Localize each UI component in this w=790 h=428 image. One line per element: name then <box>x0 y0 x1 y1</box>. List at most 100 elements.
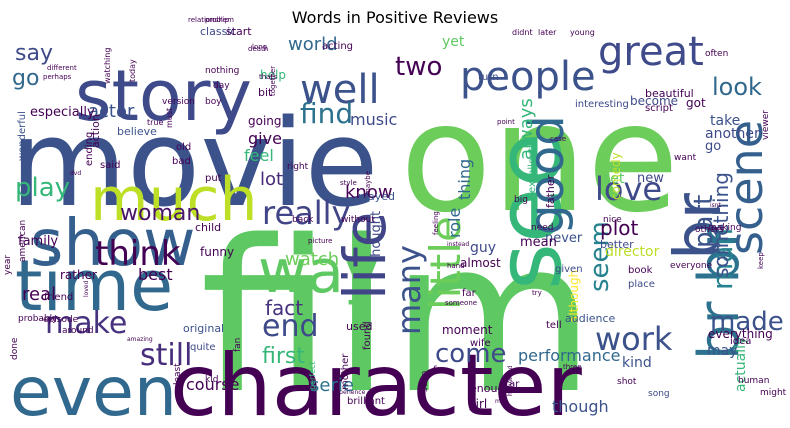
word-often: often <box>705 49 728 59</box>
word-true: true <box>147 118 163 127</box>
word-thought: thought <box>369 211 384 262</box>
word-never: never <box>545 231 583 246</box>
word-really: really <box>262 194 350 232</box>
word-young: young <box>570 28 595 37</box>
word-bit: bit <box>258 86 273 99</box>
word-going: going <box>248 114 282 128</box>
word-seem: seem <box>585 221 615 292</box>
word-others: others <box>695 225 724 235</box>
word-played: played <box>358 190 395 203</box>
word-watch: watch <box>285 249 339 270</box>
word-take: take <box>710 113 740 129</box>
word-song: song <box>648 389 670 399</box>
word-nice: nice <box>603 215 622 225</box>
word-picture: picture <box>308 237 332 245</box>
word-need: need <box>531 223 554 233</box>
word-relationship: relationship <box>188 16 230 24</box>
word-something: something <box>709 172 733 278</box>
word-enough: enough <box>470 382 511 395</box>
word-death: death <box>248 45 268 53</box>
word-point: point <box>497 118 515 126</box>
word-go: go <box>705 139 721 154</box>
word-hand: hand <box>447 262 465 270</box>
word-least: least <box>173 363 183 385</box>
word-always: always <box>516 98 537 160</box>
word-star: star <box>500 379 520 390</box>
word-plot: plot <box>600 216 638 240</box>
word-moment: moment <box>442 323 493 337</box>
word-wonderful: wonderful <box>17 111 28 161</box>
word-later: later <box>538 28 557 37</box>
word-fun: fun <box>433 365 449 376</box>
word-nothing: nothing <box>205 66 239 76</box>
word-man: man <box>706 228 739 290</box>
word-try: try <box>532 289 542 297</box>
word-three: three <box>563 363 582 371</box>
word-around: around <box>62 326 94 336</box>
word-child: child <box>195 221 221 234</box>
word-long: long <box>252 43 267 51</box>
word-role: role <box>445 208 464 238</box>
word-time: time <box>15 245 173 327</box>
word-thing: thing <box>455 159 474 200</box>
word-know: know <box>345 182 393 203</box>
word-feel: feel <box>244 146 274 165</box>
word-come: come <box>435 339 507 369</box>
word-family: family <box>18 234 58 249</box>
word-style: style <box>340 179 357 187</box>
word-thats: thats <box>259 73 277 81</box>
word-help: help <box>260 68 286 82</box>
word-said: said <box>100 160 120 171</box>
word-even: even <box>10 353 177 428</box>
word-believe: believe <box>117 125 157 138</box>
word-done: done <box>10 337 20 360</box>
word-although: although <box>567 270 581 323</box>
word-experience: experience <box>332 389 366 396</box>
word-might: might <box>760 388 787 398</box>
word-boy: boy <box>205 97 222 107</box>
word-better: better <box>600 238 634 251</box>
word-found: found <box>362 321 373 350</box>
word-say: say <box>15 41 53 66</box>
word-watching: watching <box>103 48 112 84</box>
word-american: american <box>18 220 28 262</box>
word-together: together <box>269 66 277 96</box>
word-turn: turn <box>478 72 499 83</box>
word-love: love <box>595 170 662 208</box>
word-set: set <box>603 171 625 187</box>
word-rather: rather <box>60 268 97 282</box>
word-beautiful: beautiful <box>645 87 694 100</box>
word-performance: performance <box>518 346 620 365</box>
word-brilliant: brilliant <box>347 396 385 407</box>
word-got: got <box>686 96 706 110</box>
word-first: first <box>262 344 305 369</box>
word-father: father <box>544 174 557 208</box>
word-human: human <box>738 376 769 386</box>
word-fact: fact <box>265 296 303 320</box>
word-must: must <box>165 108 174 128</box>
word-classic: classic <box>200 25 236 38</box>
word-idea: idea <box>730 336 751 347</box>
word-two: two <box>395 52 442 82</box>
word-version: version <box>162 97 195 107</box>
word-ending: ending <box>84 132 95 166</box>
word-used: used <box>346 320 372 333</box>
word-another: another <box>705 126 760 142</box>
word-book: book <box>628 265 653 276</box>
word-problem: problem <box>205 16 234 24</box>
word-give: give <box>248 129 282 148</box>
word-actually: actually <box>733 337 749 392</box>
word-probably: probably <box>18 314 58 324</box>
word-world: world <box>288 34 338 55</box>
word-many: many <box>390 245 428 335</box>
word-life: life <box>331 212 399 300</box>
word-well: well <box>300 67 380 113</box>
word-movie: movie <box>10 95 379 234</box>
word-great: great <box>598 29 704 75</box>
word-film: film <box>200 195 595 428</box>
word-good: good <box>519 115 575 235</box>
word-one: one <box>400 72 679 246</box>
chart-title: Words in Positive Reviews <box>291 8 499 27</box>
word-year: year <box>3 255 13 275</box>
